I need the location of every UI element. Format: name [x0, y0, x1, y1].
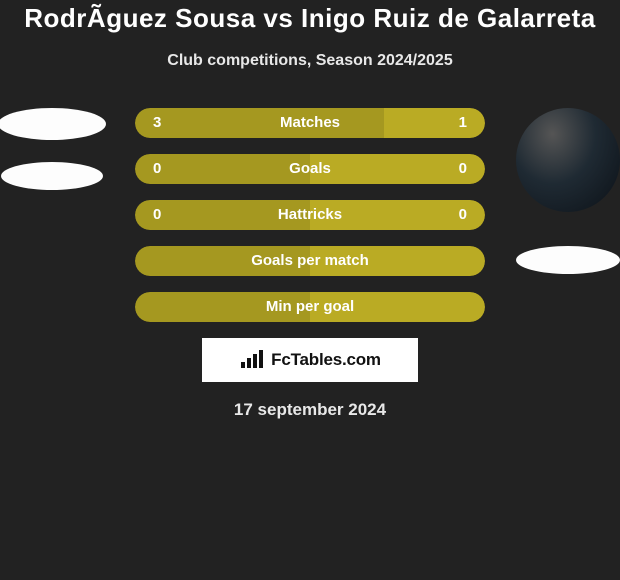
stat-row: Min per goal	[135, 292, 485, 322]
page-subtitle: Club competitions, Season 2024/2025	[0, 52, 620, 70]
bar-segment-right	[310, 246, 485, 276]
stat-bars: 3Matches1 0Goals0 0Hattricks0 Goals per mat…	[135, 108, 485, 322]
stat-row: 3Matches1	[135, 108, 485, 138]
bar-segment-left	[135, 292, 310, 322]
stat-row: 0Goals0	[135, 154, 485, 184]
bar-segment-right	[384, 108, 486, 138]
player-left-avatars	[0, 108, 112, 190]
bar-segment-left	[135, 108, 384, 138]
bar-segment-left	[135, 246, 310, 276]
comparison-chart: 3Matches1 0Goals0 0Hattricks0 Goals per mat…	[0, 108, 620, 420]
bar-segment-right	[310, 200, 485, 230]
avatar-photo	[516, 108, 620, 212]
player-right-avatars	[508, 108, 620, 274]
stat-row: 0Hattricks0	[135, 200, 485, 230]
avatar-ellipse	[0, 108, 106, 140]
date-text: 17 september 2024	[0, 400, 620, 420]
bar-segment-right	[310, 292, 485, 322]
bar-chart-icon	[239, 350, 265, 370]
stat-row: Goals per match	[135, 246, 485, 276]
avatar-ellipse	[1, 162, 103, 190]
page-title: RodrÃ­guez Sousa vs Inigo Ruiz de Galarr…	[0, 4, 620, 34]
brand-logo: FcTables.com	[202, 338, 418, 382]
bar-segment-left	[135, 154, 310, 184]
bar-segment-left	[135, 200, 310, 230]
bar-segment-right	[310, 154, 485, 184]
brand-text: FcTables.com	[271, 350, 381, 370]
avatar-ellipse	[516, 246, 620, 274]
